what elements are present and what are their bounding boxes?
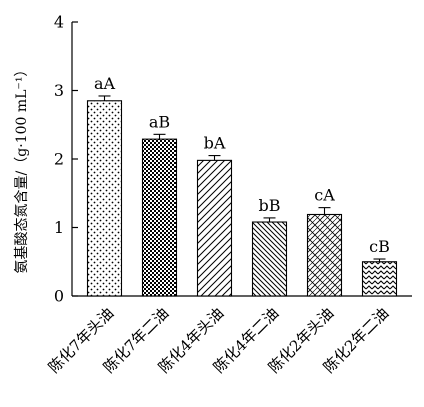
y-tick-label: 4 [54, 13, 64, 32]
bar-1 [86, 100, 123, 297]
y-tick-label: 3 [54, 81, 64, 100]
bar-5 [306, 213, 343, 297]
y-tick-label: 2 [54, 150, 64, 169]
y-axis-title: 氨基酸态氮含量/（g·100 mL⁻¹） [13, 63, 30, 274]
significance-labels: aA aB bA bB cA cB [94, 74, 390, 256]
significance-label-3: bA [204, 134, 226, 153]
y-tick-label: 0 [54, 287, 64, 306]
error-bars [98, 95, 386, 262]
bar-6 [361, 261, 398, 297]
bar-2 [141, 138, 178, 297]
y-tick-label: 1 [54, 218, 64, 237]
y-axis: 0 1 2 3 4 [54, 13, 78, 306]
significance-label-5: cA [314, 186, 335, 205]
bar-4 [251, 221, 288, 297]
bar-3 [196, 159, 233, 297]
significance-label-4: bB [259, 196, 281, 215]
significance-label-1: aA [94, 74, 116, 93]
bars [86, 100, 398, 297]
significance-label-6: cB [369, 237, 390, 256]
significance-label-2: aB [149, 112, 170, 131]
